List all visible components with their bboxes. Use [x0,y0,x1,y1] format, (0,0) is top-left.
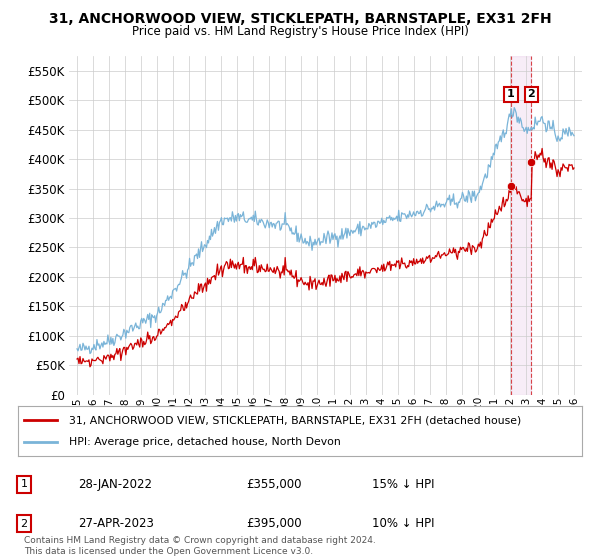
Text: 27-APR-2023: 27-APR-2023 [78,517,154,530]
Text: Price paid vs. HM Land Registry's House Price Index (HPI): Price paid vs. HM Land Registry's House … [131,25,469,38]
Text: 2: 2 [20,519,28,529]
Text: HPI: Average price, detached house, North Devon: HPI: Average price, detached house, Nort… [69,437,341,447]
Text: £355,000: £355,000 [246,478,302,491]
Text: 31, ANCHORWOOD VIEW, STICKLEPATH, BARNSTAPLE, EX31 2FH (detached house): 31, ANCHORWOOD VIEW, STICKLEPATH, BARNST… [69,415,521,425]
Text: 15% ↓ HPI: 15% ↓ HPI [372,478,434,491]
Text: Contains HM Land Registry data © Crown copyright and database right 2024.
This d: Contains HM Land Registry data © Crown c… [24,536,376,556]
Bar [511,56,531,395]
Text: 1: 1 [20,479,28,489]
Text: 31, ANCHORWOOD VIEW, STICKLEPATH, BARNSTAPLE, EX31 2FH: 31, ANCHORWOOD VIEW, STICKLEPATH, BARNST… [49,12,551,26]
Text: 10% ↓ HPI: 10% ↓ HPI [372,517,434,530]
Text: 1: 1 [507,89,515,99]
Text: £395,000: £395,000 [246,517,302,530]
Text: 28-JAN-2022: 28-JAN-2022 [78,478,152,491]
Text: 2: 2 [527,89,535,99]
